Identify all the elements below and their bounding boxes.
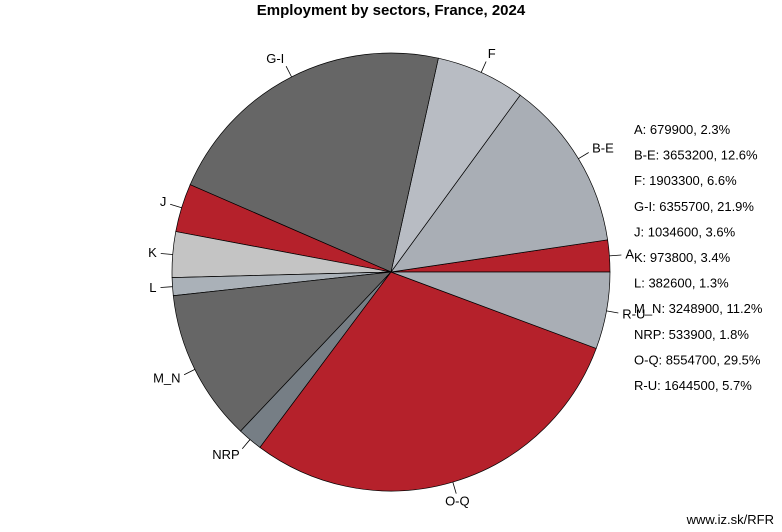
slice-label: A xyxy=(625,246,634,261)
slice-label: L xyxy=(149,280,156,295)
leader-line xyxy=(606,310,619,314)
leader-line xyxy=(480,61,487,73)
slice-label: B-E xyxy=(592,140,614,155)
slice-label: O-Q xyxy=(445,493,470,508)
slice-label: NRP xyxy=(212,447,239,462)
slice-label: K xyxy=(148,245,157,260)
legend-item: B-E: 3653200, 12.6% xyxy=(634,148,758,163)
slice-labels: A B-E F G-I J K L M_N NRP O-Q R-U xyxy=(148,46,645,508)
pie-slice-r-u xyxy=(390,271,611,349)
legend: A: 679900, 2.3% B-E: 3653200, 12.6% F: 190… xyxy=(634,122,763,393)
pie-slice-g-i xyxy=(189,52,439,273)
slice-label: R-U xyxy=(622,306,645,321)
leader-line xyxy=(452,481,457,494)
leader-line xyxy=(578,152,589,160)
leader-line xyxy=(160,286,173,288)
leader-line xyxy=(241,439,251,450)
slice-label: J xyxy=(160,194,167,209)
leader-line xyxy=(609,254,622,257)
legend-item: J: 1034600, 3.6% xyxy=(634,224,736,239)
legend-item: K: 973800, 3.4% xyxy=(634,250,731,265)
pie-slices xyxy=(171,52,611,492)
leader-line xyxy=(160,253,173,255)
pie-slice-m-n xyxy=(172,271,392,432)
chart-title: Employment by sectors, France, 2024 xyxy=(257,2,526,19)
leader-line xyxy=(183,369,196,376)
legend-item: A: 679900, 2.3% xyxy=(634,122,731,137)
slice-label: F xyxy=(488,46,496,61)
leader-line xyxy=(170,203,182,209)
legend-item: O-Q: 8554700, 29.5% xyxy=(634,352,761,367)
legend-item: F: 1903300, 6.6% xyxy=(634,173,737,188)
pie-slice-o-q xyxy=(259,271,597,492)
slice-label: M_N xyxy=(153,370,180,385)
watermark: www.iz.sk/RFR xyxy=(686,512,774,527)
legend-item: NRP: 533900, 1.8% xyxy=(634,327,749,342)
legend-item: M_N: 3248900, 11.2% xyxy=(634,301,763,316)
legend-item: L: 382600, 1.3% xyxy=(634,276,729,291)
legend-item: G-I: 6355700, 21.9% xyxy=(634,199,754,214)
slice-label: G-I xyxy=(266,51,284,66)
pie-slice-b-e xyxy=(390,94,609,273)
leader-line xyxy=(285,66,292,78)
legend-item: R-U: 1644500, 5.7% xyxy=(634,378,752,393)
